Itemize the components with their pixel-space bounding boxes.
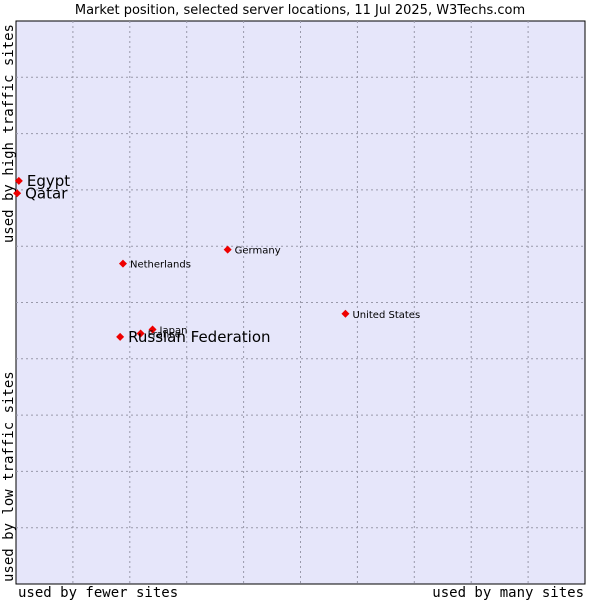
label-united-states: United States [352, 310, 420, 321]
point-germany [223, 245, 232, 254]
y-axis-label-high: used by high traffic sites [1, 24, 17, 243]
label-russian-federation: Russian Federation [128, 328, 270, 346]
label-netherlands: Netherlands [130, 260, 191, 271]
point-egypt [14, 176, 23, 185]
point-netherlands [118, 259, 127, 268]
point-united-states [341, 309, 350, 318]
point-qatar [13, 189, 22, 198]
label-qatar: Qatar [25, 184, 68, 202]
label-japan: Japan [159, 326, 188, 337]
label-france: France [148, 329, 181, 340]
label-germany: Germany [235, 246, 281, 257]
chart-title: Market position, selected server locatio… [75, 3, 525, 18]
point-france [136, 329, 145, 338]
x-axis-label-high: used by many sites [432, 585, 584, 600]
point-japan [148, 325, 157, 334]
y-axis-label-low: used by low traffic sites [1, 371, 17, 582]
point-russian-federation [116, 332, 125, 341]
label-egypt: Egypt [27, 172, 70, 190]
grid [16, 21, 585, 584]
x-axis-label-low: used by fewer sites [18, 585, 178, 600]
